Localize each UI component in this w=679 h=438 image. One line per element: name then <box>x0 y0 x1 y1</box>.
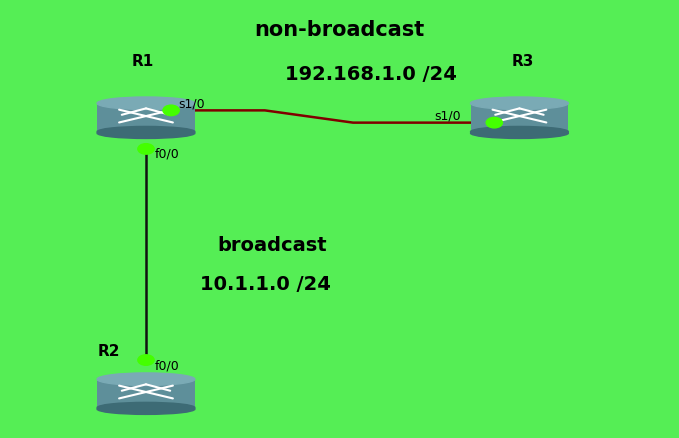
Ellipse shape <box>97 404 195 414</box>
Polygon shape <box>471 103 568 132</box>
Ellipse shape <box>471 127 568 137</box>
Text: s1/0: s1/0 <box>435 109 461 122</box>
Text: 10.1.1.0 /24: 10.1.1.0 /24 <box>200 275 331 294</box>
Circle shape <box>138 355 154 365</box>
Ellipse shape <box>97 403 195 413</box>
Text: R3: R3 <box>512 54 534 69</box>
Polygon shape <box>97 379 195 408</box>
Polygon shape <box>97 103 195 132</box>
Text: R1: R1 <box>132 54 153 69</box>
Text: R2: R2 <box>97 344 120 359</box>
Ellipse shape <box>97 373 195 385</box>
Text: non-broadcast: non-broadcast <box>255 20 424 40</box>
Circle shape <box>163 105 179 116</box>
Ellipse shape <box>97 97 195 110</box>
Circle shape <box>138 144 154 154</box>
Ellipse shape <box>97 128 195 138</box>
Ellipse shape <box>97 127 195 137</box>
Text: f0/0: f0/0 <box>155 148 179 161</box>
Ellipse shape <box>471 128 568 138</box>
Circle shape <box>486 117 502 128</box>
Text: s1/0: s1/0 <box>178 98 204 111</box>
Text: f0/0: f0/0 <box>155 359 179 372</box>
Ellipse shape <box>471 97 568 110</box>
Text: 192.168.1.0 /24: 192.168.1.0 /24 <box>285 65 457 84</box>
Text: broadcast: broadcast <box>217 236 327 255</box>
